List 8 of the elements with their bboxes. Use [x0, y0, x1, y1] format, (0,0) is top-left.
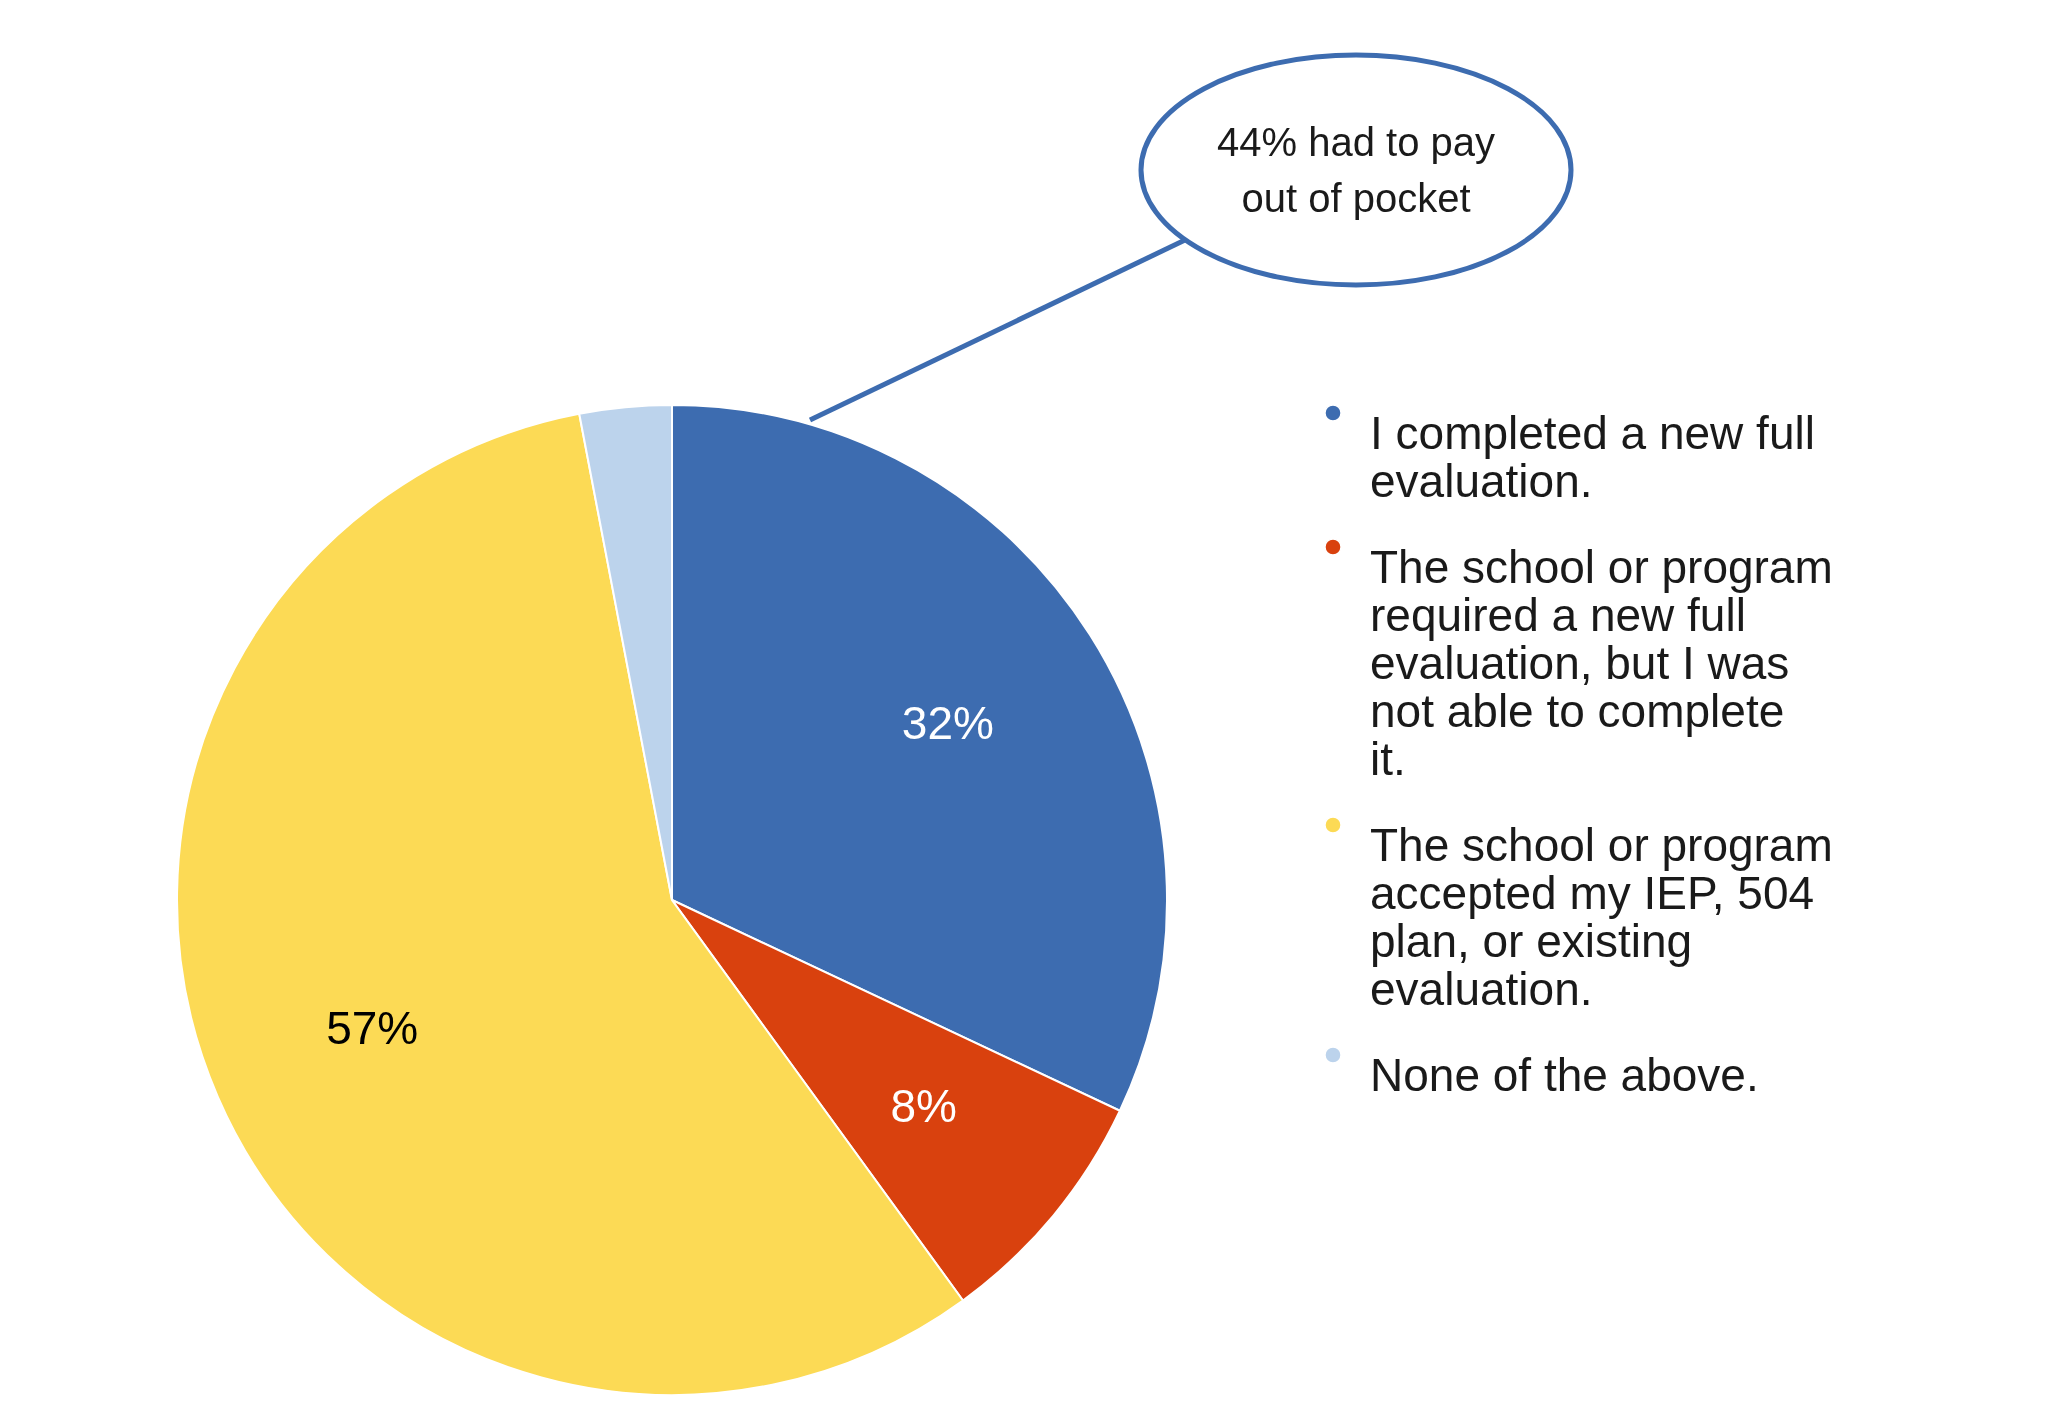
legend-label: The school or program accepted my IEP, 504 plan, or existing evaluation. — [1370, 819, 1833, 1015]
data-label: 32% — [901, 696, 994, 749]
data-label: 57% — [326, 1001, 419, 1054]
legend-label: The school or program required a new full evaluation, but I was not able to complete it. — [1370, 541, 1833, 785]
text: 44% had to pay out of pocket — [1217, 120, 1495, 220]
legend-label: None of the above. — [1370, 1049, 1759, 1101]
legend-label: I completed a new full evaluation. — [1370, 407, 1815, 507]
data-label: 8% — [890, 1080, 957, 1133]
